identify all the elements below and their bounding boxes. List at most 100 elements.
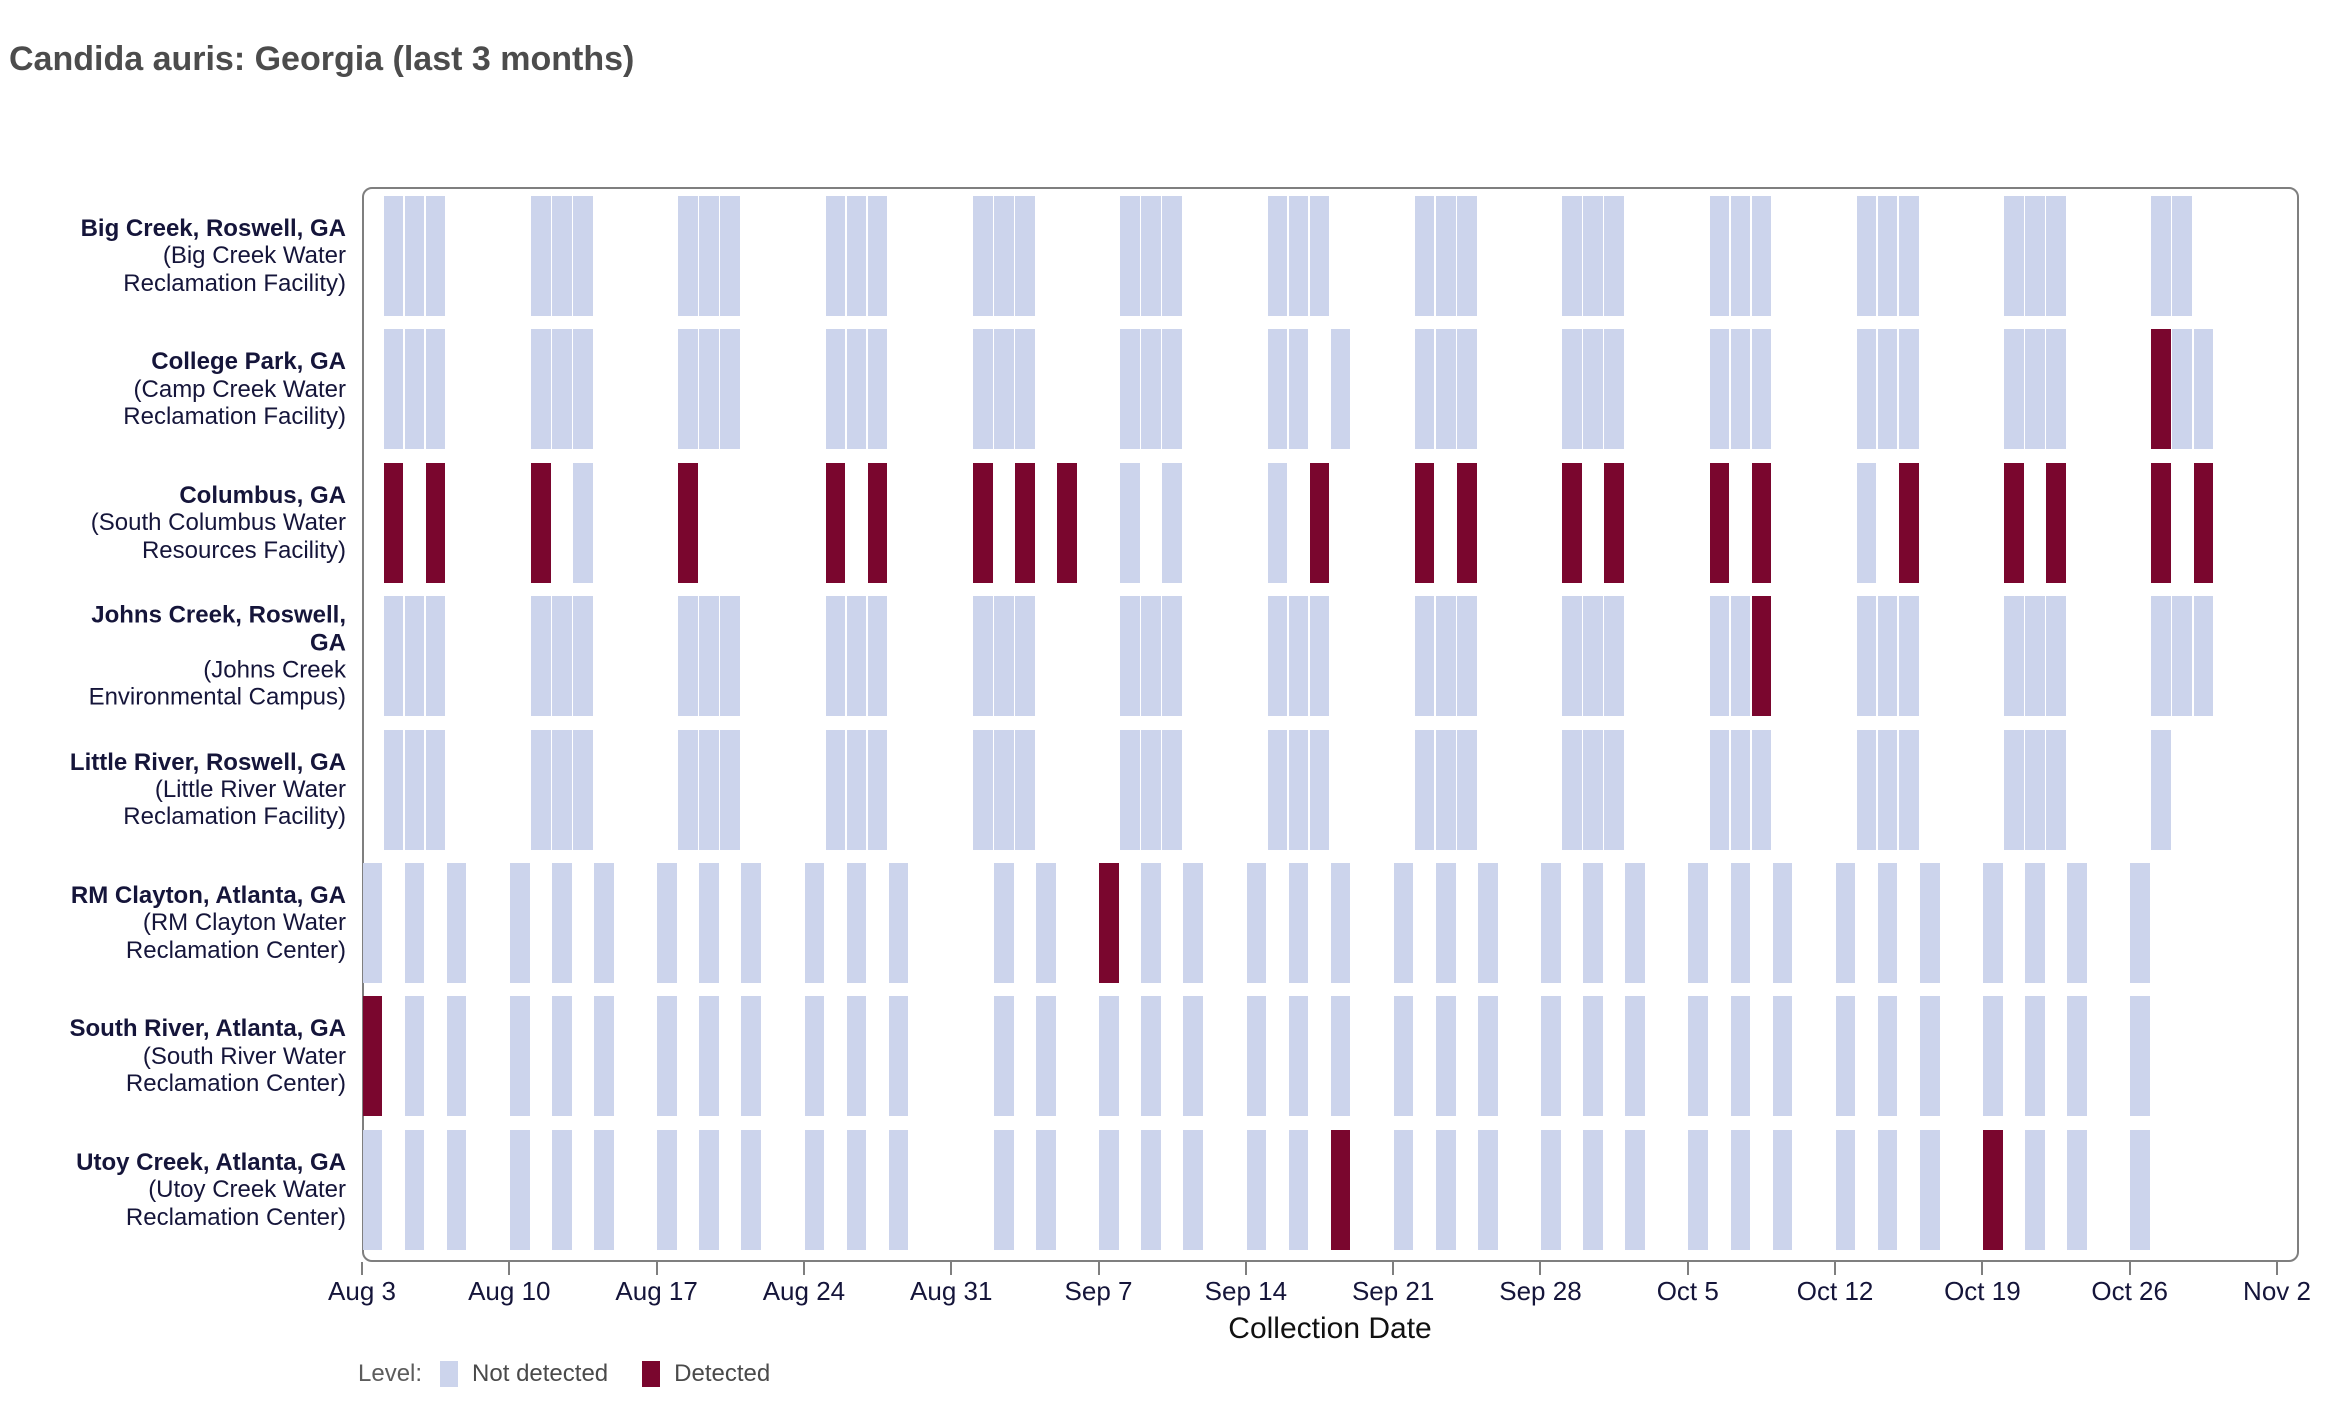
sample-bar-not-detected[interactable] xyxy=(1751,729,1772,850)
sample-bar-not-detected[interactable] xyxy=(2025,329,2045,450)
sample-bar-not-detected[interactable] xyxy=(531,329,551,450)
sample-bar-not-detected[interactable] xyxy=(531,596,551,717)
sample-bar-not-detected[interactable] xyxy=(1983,996,2003,1117)
sample-bar-not-detected[interactable] xyxy=(2130,1129,2150,1250)
sample-bar-not-detected[interactable] xyxy=(552,996,572,1117)
sample-bar-not-detected[interactable] xyxy=(1730,996,1751,1117)
sample-bar-not-detected[interactable] xyxy=(404,596,425,717)
sample-bar-not-detected[interactable] xyxy=(1246,1129,1267,1250)
sample-bar-not-detected[interactable] xyxy=(404,729,425,850)
sample-bar-not-detected[interactable] xyxy=(1562,196,1582,316)
sample-bar-not-detected[interactable] xyxy=(1877,596,1898,717)
sample-bar-not-detected[interactable] xyxy=(531,729,551,850)
sample-bar-detected[interactable] xyxy=(2046,462,2066,583)
sample-bar-not-detected[interactable] xyxy=(404,329,425,450)
sample-bar-not-detected[interactable] xyxy=(1772,1129,1793,1250)
sample-bar-not-detected[interactable] xyxy=(1856,462,1877,583)
sample-bar-not-detected[interactable] xyxy=(2151,196,2172,316)
sample-bar-not-detected[interactable] xyxy=(2025,729,2045,850)
sample-bar-detected[interactable] xyxy=(825,462,846,583)
sample-bar-not-detected[interactable] xyxy=(1015,196,1035,316)
sample-bar-not-detected[interactable] xyxy=(1730,1129,1751,1250)
sample-bar-detected[interactable] xyxy=(1898,462,1919,583)
sample-bar-not-detected[interactable] xyxy=(1583,996,1603,1117)
sample-bar-not-detected[interactable] xyxy=(1393,1129,1414,1250)
sample-bar-not-detected[interactable] xyxy=(552,729,572,850)
sample-bar-not-detected[interactable] xyxy=(1162,196,1182,316)
sample-bar-not-detected[interactable] xyxy=(1288,1129,1309,1250)
sample-bar-not-detected[interactable] xyxy=(867,596,888,717)
sample-bar-not-detected[interactable] xyxy=(1162,729,1182,850)
sample-bar-not-detected[interactable] xyxy=(1583,196,1603,316)
sample-bar-not-detected[interactable] xyxy=(1730,196,1751,316)
sample-bar-not-detected[interactable] xyxy=(1099,996,1119,1117)
sample-bar-not-detected[interactable] xyxy=(404,1129,425,1250)
sample-bar-not-detected[interactable] xyxy=(1330,329,1351,450)
sample-bar-not-detected[interactable] xyxy=(1877,1129,1898,1250)
sample-bar-not-detected[interactable] xyxy=(1267,196,1288,316)
sample-bar-not-detected[interactable] xyxy=(2046,596,2066,717)
sample-bar-not-detected[interactable] xyxy=(2151,596,2172,717)
sample-bar-not-detected[interactable] xyxy=(1835,996,1856,1117)
sample-bar-not-detected[interactable] xyxy=(2193,329,2214,450)
sample-bar-not-detected[interactable] xyxy=(972,196,993,316)
sample-bar-not-detected[interactable] xyxy=(1478,996,1498,1117)
sample-bar-not-detected[interactable] xyxy=(404,996,425,1117)
sample-bar-not-detected[interactable] xyxy=(446,996,467,1117)
sample-bar-not-detected[interactable] xyxy=(1730,596,1751,717)
sample-bar-not-detected[interactable] xyxy=(552,196,572,316)
sample-bar-not-detected[interactable] xyxy=(1688,863,1709,983)
sample-bar-not-detected[interactable] xyxy=(1856,329,1877,450)
sample-bar-detected[interactable] xyxy=(1099,863,1119,983)
sample-bar-detected[interactable] xyxy=(972,462,993,583)
sample-bar-not-detected[interactable] xyxy=(1288,863,1309,983)
sample-bar-not-detected[interactable] xyxy=(2172,196,2193,316)
sample-bar-detected[interactable] xyxy=(2004,462,2024,583)
sample-bar-not-detected[interactable] xyxy=(1036,996,1056,1117)
sample-bar-not-detected[interactable] xyxy=(1267,462,1288,583)
sample-bar-detected[interactable] xyxy=(1751,596,1772,717)
sample-bar-not-detected[interactable] xyxy=(994,863,1014,983)
sample-bar-not-detected[interactable] xyxy=(1183,863,1203,983)
sample-bar-not-detected[interactable] xyxy=(1183,1129,1203,1250)
sample-bar-not-detected[interactable] xyxy=(825,329,846,450)
sample-bar-not-detected[interactable] xyxy=(1120,196,1140,316)
sample-bar-not-detected[interactable] xyxy=(1562,729,1582,850)
sample-bar-detected[interactable] xyxy=(1330,1129,1351,1250)
sample-bar-not-detected[interactable] xyxy=(2046,329,2066,450)
sample-bar-not-detected[interactable] xyxy=(720,329,741,450)
sample-bar-not-detected[interactable] xyxy=(1435,863,1456,983)
sample-bar-detected[interactable] xyxy=(1456,462,1477,583)
sample-bar-not-detected[interactable] xyxy=(888,863,909,983)
sample-bar-not-detected[interactable] xyxy=(362,863,383,983)
sample-bar-not-detected[interactable] xyxy=(867,196,888,316)
sample-bar-not-detected[interactable] xyxy=(1898,329,1919,450)
sample-bar-not-detected[interactable] xyxy=(1625,863,1645,983)
sample-bar-not-detected[interactable] xyxy=(1456,596,1477,717)
sample-bar-not-detected[interactable] xyxy=(425,729,446,850)
sample-bar-not-detected[interactable] xyxy=(2046,729,2066,850)
sample-bar-not-detected[interactable] xyxy=(573,596,593,717)
sample-bar-not-detected[interactable] xyxy=(1919,863,1940,983)
sample-bar-not-detected[interactable] xyxy=(1877,329,1898,450)
sample-bar-detected[interactable] xyxy=(1751,462,1772,583)
sample-bar-not-detected[interactable] xyxy=(1456,329,1477,450)
sample-bar-not-detected[interactable] xyxy=(888,1129,909,1250)
sample-bar-not-detected[interactable] xyxy=(1162,596,1182,717)
sample-bar-detected[interactable] xyxy=(1983,1129,2003,1250)
sample-bar-not-detected[interactable] xyxy=(1583,1129,1603,1250)
sample-bar-not-detected[interactable] xyxy=(1414,729,1435,850)
sample-bar-not-detected[interactable] xyxy=(1330,996,1351,1117)
sample-bar-not-detected[interactable] xyxy=(994,996,1014,1117)
sample-bar-not-detected[interactable] xyxy=(1604,729,1624,850)
sample-bar-not-detected[interactable] xyxy=(825,729,846,850)
sample-bar-not-detected[interactable] xyxy=(1709,196,1730,316)
sample-bar-not-detected[interactable] xyxy=(2067,863,2087,983)
sample-bar-not-detected[interactable] xyxy=(1688,996,1709,1117)
sample-bar-not-detected[interactable] xyxy=(699,196,719,316)
sample-bar-not-detected[interactable] xyxy=(1478,1129,1498,1250)
sample-bar-not-detected[interactable] xyxy=(2025,996,2045,1117)
sample-bar-not-detected[interactable] xyxy=(678,329,698,450)
sample-bar-not-detected[interactable] xyxy=(1583,729,1603,850)
sample-bar-not-detected[interactable] xyxy=(510,1129,530,1250)
